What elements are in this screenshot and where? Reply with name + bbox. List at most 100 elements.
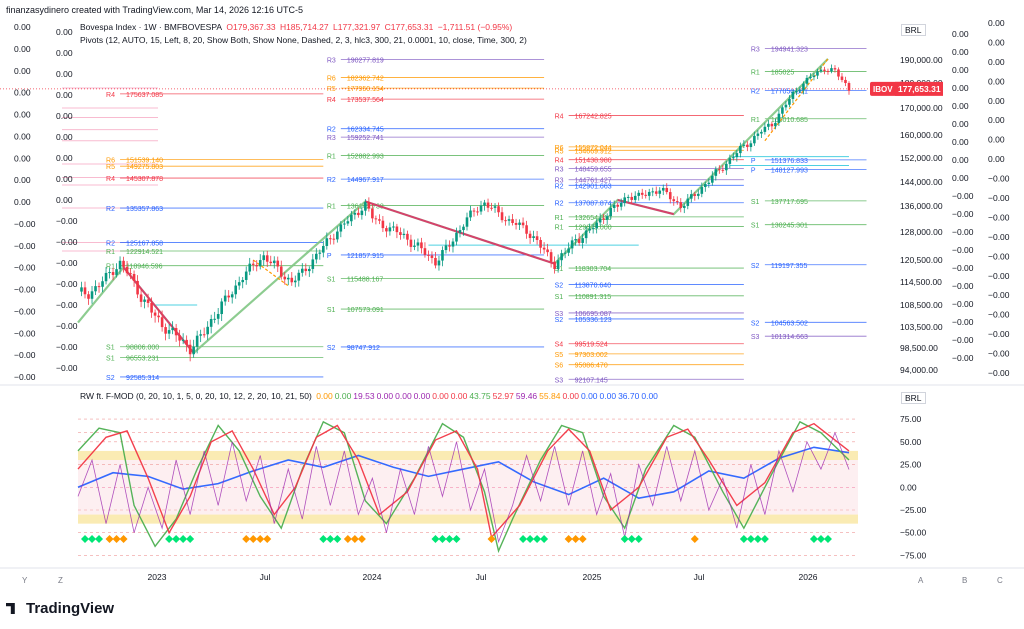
- candle-body: [297, 272, 301, 281]
- scale-y[interactable]: Y: [22, 576, 28, 585]
- candle-body: [739, 145, 742, 154]
- pivot-level-value: 113870.640: [575, 282, 612, 289]
- candle-body: [507, 219, 511, 221]
- price-zero-label: 0.00: [952, 65, 969, 75]
- candle-body: [504, 220, 507, 222]
- candle-body: [318, 252, 322, 254]
- pivot-level-value: 121857.915: [347, 253, 384, 260]
- oscillator-series-line: [77, 431, 850, 544]
- pivot-level-value: 177950.154: [347, 86, 384, 93]
- price-axis-tick: 190,000.00: [900, 55, 943, 65]
- pivot-level-label: S5: [555, 352, 564, 359]
- left-zero-label-2: −0.00: [56, 321, 78, 331]
- pivot-level-value: 148127.993: [771, 168, 808, 175]
- price-axis-tick: 128,000.00: [900, 227, 943, 237]
- left-zero-label: 0.00: [14, 44, 31, 54]
- signal-diamond-marker: [256, 535, 265, 543]
- left-zero-label: 0.00: [14, 88, 31, 98]
- candle-body: [402, 233, 406, 235]
- price-zero-label: −0.00: [952, 209, 974, 219]
- candle-body: [213, 318, 216, 320]
- pivots-legend[interactable]: Pivots (12, AUTO, 15, Left, 8, 20, Show …: [80, 35, 527, 45]
- pivot-level-value: 194941.323: [771, 47, 808, 54]
- scale-c[interactable]: C: [997, 576, 1003, 585]
- signal-diamond-marker: [357, 535, 366, 543]
- candle-body: [286, 277, 290, 280]
- pivot-level-value: 115488.167: [347, 276, 384, 283]
- chart-svg[interactable]: R3 190277.819 R6 182362.742 R5 177950.154 R4 17…: [0, 0, 1024, 600]
- signal-diamond-marker: [620, 535, 629, 543]
- pivot-level-label: R3: [555, 178, 564, 185]
- pivot-level-label: S3: [555, 377, 564, 384]
- candle-body: [514, 223, 518, 225]
- pivot-level-value: 175637.085: [126, 92, 163, 99]
- pivot-level-label: S2: [327, 345, 336, 352]
- candle-body: [798, 90, 802, 92]
- currency-label-main[interactable]: BRL: [901, 24, 926, 36]
- left-zero-label-2: −0.00: [56, 258, 78, 268]
- left-zero-label-2: −0.00: [56, 279, 78, 289]
- candle-body: [591, 228, 595, 230]
- price-axis-tick: 108,500.00: [900, 300, 943, 310]
- candle-body: [399, 232, 402, 235]
- pivot-level-label: S1: [751, 199, 760, 206]
- pivot-level-label: S3: [555, 311, 564, 318]
- candle-body: [595, 222, 598, 229]
- candle-body: [696, 193, 700, 196]
- pivot-level-value: 135357.863: [126, 206, 163, 213]
- signal-diamond-marker: [519, 535, 528, 543]
- pivot-level-label: R6: [327, 76, 336, 83]
- right-zero-label: −0.00: [988, 174, 1010, 184]
- candle-body: [234, 285, 238, 295]
- candle-body: [749, 143, 753, 148]
- price-zero-label: 0.00: [952, 155, 969, 165]
- left-zero-label-2: 0.00: [56, 195, 73, 205]
- pivot-level-label: R1: [106, 249, 115, 256]
- candle-body: [742, 144, 746, 146]
- price-axis-tick: 114,500.00: [900, 277, 942, 287]
- candle-body: [143, 299, 146, 302]
- scale-b[interactable]: B: [962, 576, 968, 585]
- scale-z[interactable]: Z: [58, 576, 63, 585]
- price-zero-label: 0.00: [952, 137, 969, 147]
- left-zero-label-2: 0.00: [56, 153, 73, 163]
- pivot-level-label: R3: [751, 47, 760, 54]
- candle-body: [490, 207, 493, 209]
- candle-body: [654, 191, 658, 194]
- candle-body: [626, 196, 630, 198]
- left-zero-label: −0.00: [14, 263, 36, 273]
- candle-body: [658, 190, 662, 194]
- price-zero-label: −0.00: [952, 227, 974, 237]
- oscillator-legend[interactable]: RW ft. F-MOD (0, 20, 10, 1, 5, 0, 20, 10…: [80, 391, 662, 401]
- candle-body: [437, 260, 441, 266]
- candle-body: [767, 123, 770, 127]
- right-zero-label: −0.00: [988, 349, 1010, 359]
- candle-body: [588, 228, 591, 231]
- candle-body: [826, 70, 830, 72]
- left-zero-label: 0.00: [14, 175, 31, 185]
- pivot-level-value: 98806.000: [126, 345, 159, 352]
- pivot-level-label: S1: [327, 276, 336, 283]
- signal-diamond-marker: [746, 535, 755, 543]
- pivot-level-label: R2: [106, 206, 115, 213]
- pivot-level-label: P: [327, 253, 332, 260]
- pivot-level-label: R1: [751, 69, 760, 76]
- pivot-level-label: R1: [327, 204, 336, 211]
- candle-body: [272, 260, 276, 264]
- right-zero-label: 0.00: [988, 57, 1005, 67]
- candle-body: [700, 187, 704, 194]
- pivot-level-value: 104563.502: [771, 320, 808, 327]
- pivot-level-label: R3: [327, 57, 336, 64]
- oscillator-value: 0.00: [562, 391, 579, 401]
- candle-body: [746, 144, 749, 148]
- candle-body: [125, 266, 129, 274]
- pivot-level-value: 151539.140: [126, 157, 163, 164]
- candle-body: [518, 222, 521, 225]
- candle-body: [637, 192, 641, 196]
- signal-diamond-marker: [242, 535, 251, 543]
- oscillator-axis-tick: −75.00: [900, 550, 927, 560]
- currency-label-osc[interactable]: BRL: [901, 392, 926, 404]
- candle-body: [760, 131, 763, 134]
- scale-a[interactable]: A: [918, 576, 924, 585]
- symbol-legend[interactable]: Bovespa Index · 1W · BMFBOVESPA O179,367…: [80, 22, 514, 32]
